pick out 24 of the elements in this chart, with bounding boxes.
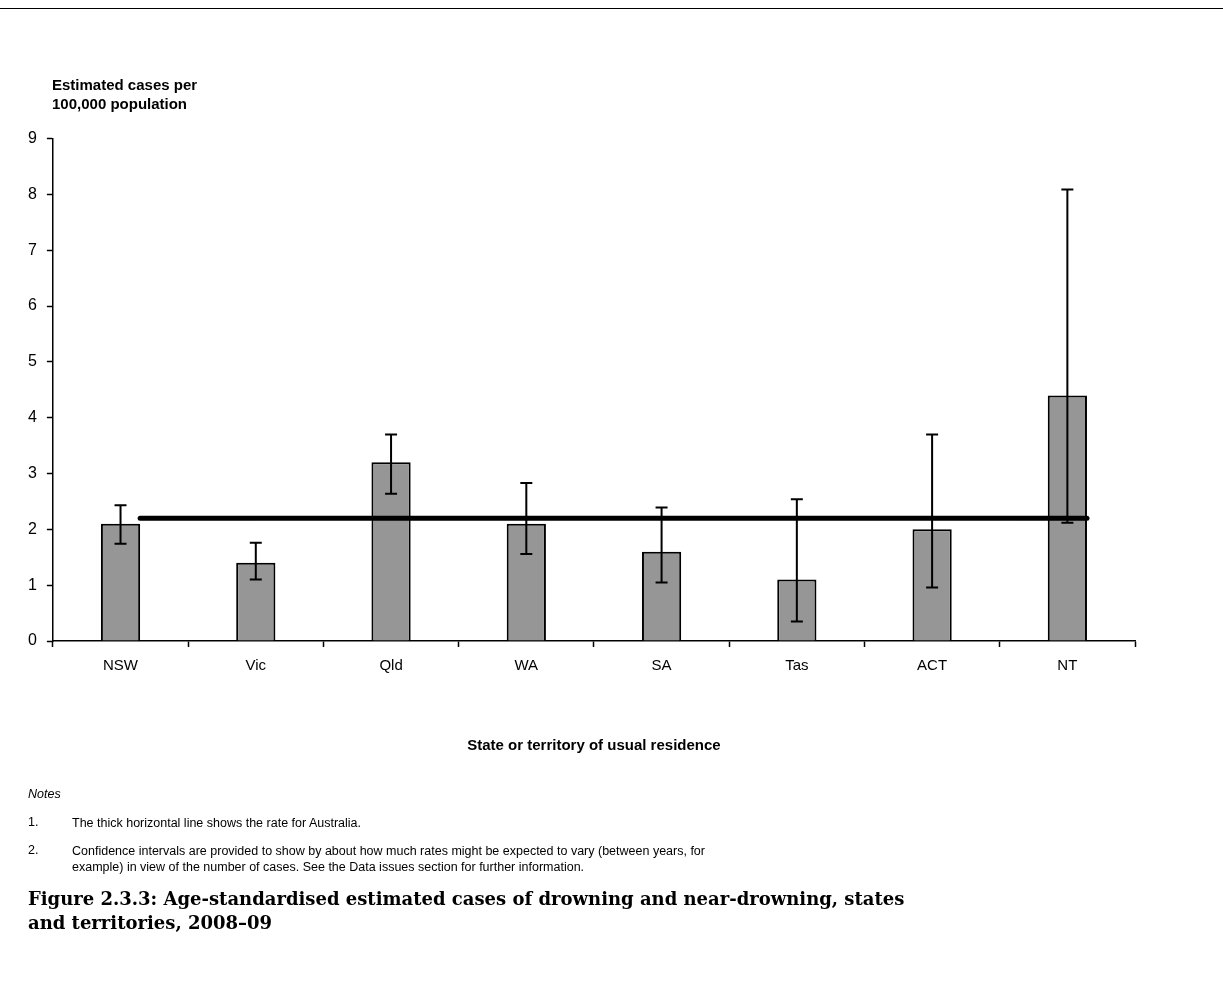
y-tick-label: 5 <box>27 352 37 370</box>
y-tick-label: 9 <box>27 129 37 147</box>
x-tick-label: WA <box>514 656 539 674</box>
y-tick-label: 7 <box>27 240 37 258</box>
y-tick-label: 1 <box>27 575 37 593</box>
x-tick-label: ACT <box>917 656 948 674</box>
x-tick-label: NSW <box>103 656 139 674</box>
text: 1. The thick horizontal line shows the rate for Australia. <box>28 815 362 830</box>
y-tick-label: 6 <box>27 296 37 314</box>
x-tick-label: SA <box>651 656 672 674</box>
x-axis-title: State or territory of usual residence <box>467 736 721 754</box>
x-tick-label: Qld <box>379 656 403 674</box>
y-axis-title: Estimated cases per 100,000 population <box>52 75 199 113</box>
y-tick-label: 2 <box>27 519 37 537</box>
text: 2. Confidence intervals are provided to show by about how much rates might be expected to vary (between years, for example) in view of the number of cases. See the Data issues section for further information. <box>28 843 705 874</box>
text: Figure 2.3.3: Age-standardised estimated cases of drowning and near-drowning, states and territories, 2008–09 <box>28 887 906 935</box>
x-tick-label: Vic <box>245 656 267 674</box>
x-tick-label: NT <box>1057 656 1078 674</box>
y-tick-label: 0 <box>27 631 37 649</box>
text: Notes <box>28 787 62 801</box>
y-tick-label: 3 <box>27 463 37 481</box>
x-tick-label: Tas <box>785 656 809 674</box>
y-tick-label: 8 <box>27 184 37 202</box>
y-tick-label: 4 <box>27 408 37 426</box>
